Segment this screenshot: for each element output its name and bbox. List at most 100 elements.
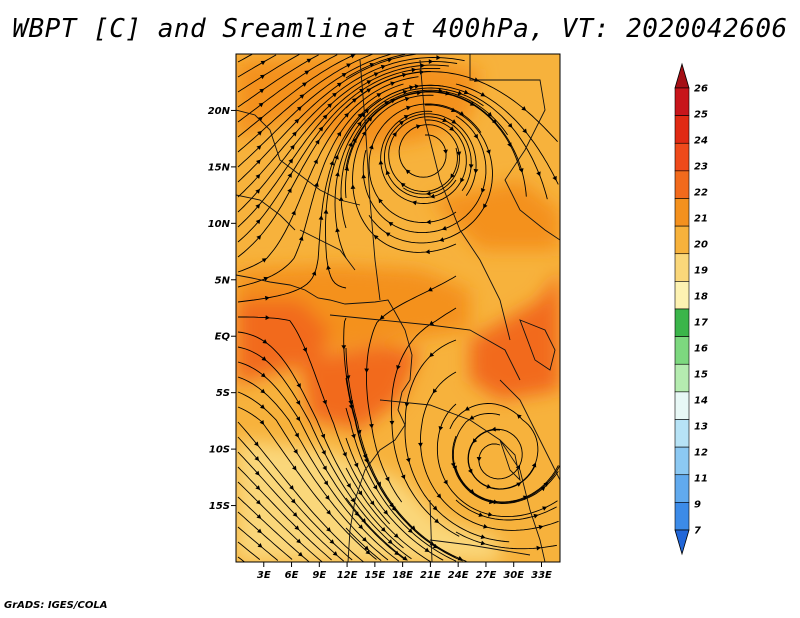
streamline-arrow xyxy=(387,57,393,63)
streamline-arrow xyxy=(257,528,262,534)
streamline-arrow xyxy=(290,144,295,150)
streamline-arrow xyxy=(383,509,388,515)
streamline-arrow xyxy=(289,485,294,491)
streamline-arrow xyxy=(364,368,370,373)
border-westafrica xyxy=(236,194,296,231)
lon-tick-label: 18E xyxy=(392,570,413,581)
streamline-arrow xyxy=(323,209,329,214)
streamline-arrow xyxy=(429,320,435,326)
streamline xyxy=(237,496,310,562)
streamline-arrow xyxy=(366,88,372,93)
streamline-arrow xyxy=(313,158,318,164)
streamline-arrow xyxy=(298,236,304,241)
streamline-arrow xyxy=(357,490,363,496)
colorbar-segment xyxy=(674,115,690,144)
streamline-arrow xyxy=(259,419,265,425)
lat-tick-label: 20N xyxy=(208,106,231,117)
streamline-arrow xyxy=(357,121,362,127)
streamline xyxy=(237,511,293,560)
streamline-arrow xyxy=(364,108,370,114)
streamline xyxy=(420,371,559,531)
colorbar-label: 25 xyxy=(694,110,708,121)
streamline-arrow xyxy=(463,89,469,95)
streamline xyxy=(237,481,323,562)
streamline-arrow xyxy=(255,499,261,505)
colorbar-label: 26 xyxy=(694,84,708,95)
streamline-arrow xyxy=(346,63,352,68)
footer-credit: GrADS: IGES/COLA xyxy=(4,600,108,611)
streamline-arrow xyxy=(335,171,340,177)
lon-tick-label: 24E xyxy=(448,570,469,581)
streamline xyxy=(237,376,400,562)
shaded-field xyxy=(236,54,560,562)
streamline-arrow xyxy=(311,270,317,276)
streamline-arrow xyxy=(306,58,312,63)
streamline xyxy=(237,54,253,63)
streamline-arrow xyxy=(450,462,456,468)
streamline-arrow xyxy=(255,203,261,209)
colorbar: 26 25 24 23 22 21 20 19 18 17 16 15 14 13 12 11 9 7 xyxy=(674,62,708,556)
streamline-arrow xyxy=(350,497,355,503)
streamline-arrow xyxy=(429,352,435,358)
streamline-arrow xyxy=(255,188,261,194)
streamline xyxy=(237,54,319,108)
lon-tick-label: 6E xyxy=(285,570,299,581)
colorbar-segment xyxy=(674,391,690,420)
streamline-arrow xyxy=(427,287,433,292)
streamline xyxy=(237,556,245,562)
streamline xyxy=(455,499,557,521)
streamline-arrow xyxy=(254,470,260,476)
streamline-arrow xyxy=(486,484,492,489)
streamline-arrow xyxy=(321,450,326,456)
streamline-arrow xyxy=(260,388,266,394)
streamline-arrow xyxy=(389,420,395,426)
streamline-arrow xyxy=(336,131,342,137)
streamline-arrow xyxy=(350,184,356,189)
streamline-arrow xyxy=(380,527,386,532)
streamline-arrow xyxy=(451,119,457,124)
streamline-arrow xyxy=(259,74,265,80)
streamline-arrow xyxy=(255,174,261,179)
streamline-arrow xyxy=(320,433,326,439)
lat-tick-label: EQ xyxy=(215,332,231,343)
streamline-arrow xyxy=(348,400,354,406)
field-patch-congo xyxy=(300,345,420,430)
streamline-arrow xyxy=(258,102,264,108)
streamline-arrow xyxy=(351,98,357,103)
streamline-arrow xyxy=(373,234,379,240)
streamline-arrow xyxy=(405,457,411,463)
streamline-arrow xyxy=(296,106,302,112)
coastline-east xyxy=(499,379,560,481)
colorbar-label: 12 xyxy=(694,448,708,459)
streamline-arrow xyxy=(394,550,400,556)
streamline-arrow xyxy=(487,511,493,517)
streamline-arrow xyxy=(414,84,420,89)
colorbar-label: 11 xyxy=(694,474,708,485)
streamline-arrow xyxy=(521,106,527,111)
streamline-arrow xyxy=(392,131,397,137)
streamline xyxy=(345,467,431,562)
streamline xyxy=(237,466,332,561)
border-egypt-redsea xyxy=(469,54,560,241)
streamline-arrow xyxy=(480,188,486,193)
streamline-arrow xyxy=(516,482,522,487)
streamline-arrow xyxy=(365,549,371,555)
streamline-arrow xyxy=(457,90,463,96)
streamline-arrow xyxy=(295,416,301,422)
streamline-arrow xyxy=(432,388,438,394)
streamline-arrow xyxy=(442,117,448,122)
streamline-arrow xyxy=(369,423,374,429)
streamline-arrow xyxy=(329,160,335,166)
streamline-arrow xyxy=(332,92,337,98)
streamline xyxy=(345,54,406,79)
streamline-arrow xyxy=(264,295,270,301)
lat-tick-label: 15S xyxy=(209,501,230,512)
streamline-arrow xyxy=(391,506,397,512)
border-south xyxy=(379,399,546,562)
streamline-arrow xyxy=(405,169,411,175)
colorbar-label: 13 xyxy=(694,422,708,433)
streamline-arrow xyxy=(480,92,486,97)
streamline-arrow xyxy=(409,85,414,90)
colorbar-segment xyxy=(674,87,690,116)
